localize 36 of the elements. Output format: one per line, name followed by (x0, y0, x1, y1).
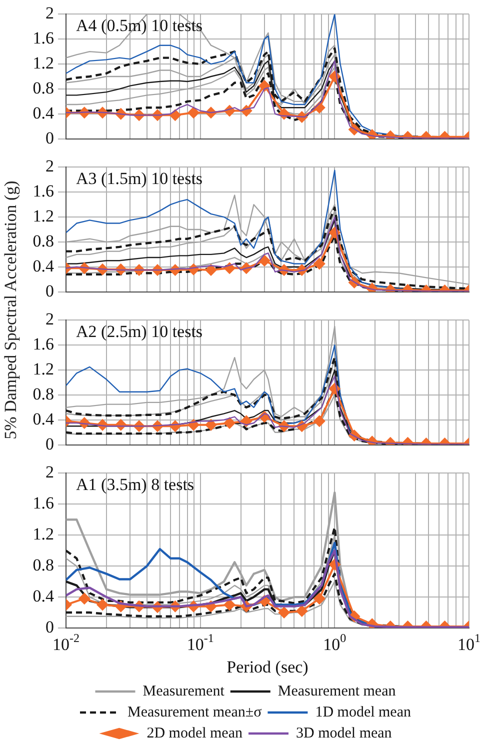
y-tick-label: 0.4 (32, 409, 54, 428)
y-tick-label: 0.8 (32, 231, 54, 250)
y-tick-label: 1.2 (32, 360, 54, 379)
legend-label: 3D model mean (296, 725, 392, 742)
annotation: A3 (1.5m) 10 tests (76, 169, 203, 188)
legend-label: 1D model mean (315, 704, 412, 720)
y-tick-label: 2 (46, 462, 54, 482)
y-tick-label: 0.8 (32, 556, 54, 575)
annotation: A1 (3.5m) 8 tests (76, 475, 194, 494)
legend-label: Measurement mean±σ (128, 704, 262, 720)
y-tick-label: 1.2 (32, 54, 54, 73)
y-tick-label: 2 (46, 4, 54, 23)
annotation: A4 (0.5m) 10 tests (76, 16, 203, 36)
y-tick-label: 0 (46, 128, 54, 148)
y-tick-label: 1.6 (32, 182, 54, 201)
legend-label: 2D model mean (146, 725, 243, 742)
y-tick-label: 0 (46, 617, 54, 636)
y-tick-label: 1.6 (32, 494, 54, 513)
y-tick-label: 1.6 (32, 28, 54, 48)
legend-label: Measurement mean (278, 683, 396, 700)
x-axis-title: Period (sec) (226, 657, 308, 676)
y-tick-label: 0 (46, 281, 54, 300)
y-tick-label: 1.2 (32, 206, 54, 226)
y-tick-label: 1.2 (32, 524, 54, 544)
y-tick-label: 0.4 (32, 586, 54, 606)
y-tick-label: 2 (46, 310, 54, 329)
y-tick-label: 0.4 (32, 103, 54, 122)
legend-label: Measurement (142, 683, 226, 700)
y-tick-label: 0.8 (32, 78, 54, 98)
y-tick-label: 0.8 (32, 384, 54, 404)
annotation: A2 (2.5m) 10 tests (76, 322, 203, 342)
y-tick-label: 0.4 (32, 256, 54, 276)
y-tick-label: 0 (46, 434, 54, 454)
y-tick-label: 2 (46, 156, 54, 176)
y-tick-label: 1.6 (32, 334, 54, 354)
y-axis-title: 5% Damped Spectral Acceleration (g) (1, 180, 21, 440)
